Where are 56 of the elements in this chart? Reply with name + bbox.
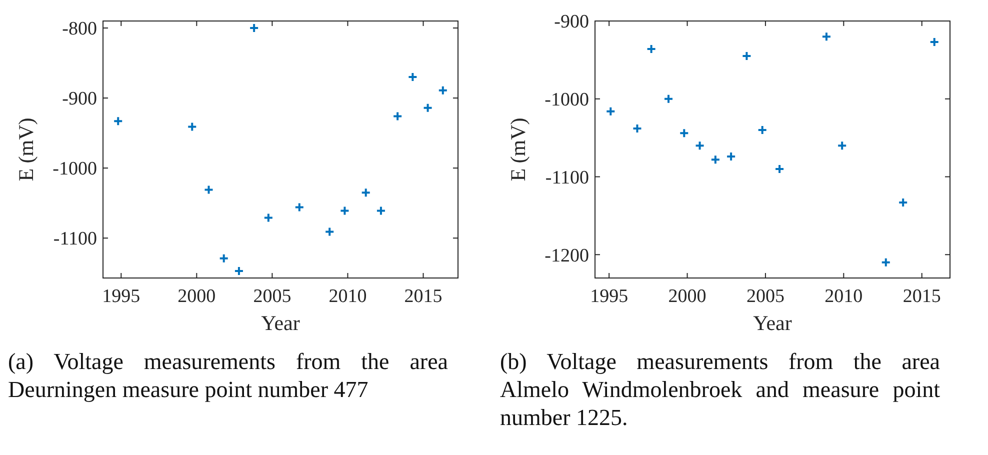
point	[263, 212, 274, 223]
x-tick-label: 2005	[746, 286, 784, 307]
x-tick-label: 2015	[902, 286, 941, 307]
point	[929, 37, 940, 48]
y-tick-label: -1000	[544, 90, 589, 111]
y-tick-label: -900	[62, 88, 97, 110]
point	[438, 85, 448, 96]
point	[187, 122, 198, 132]
x-tick-label: 2015	[404, 286, 442, 307]
y-tick-label: -1100	[53, 228, 97, 250]
text: (b) Voltage measurements from the area Almelo Windmolenbroek and measure point number 1225.	[500, 348, 940, 432]
y-tick-label: -900	[554, 12, 589, 33]
x-tick-label: 1995	[590, 286, 628, 307]
point	[880, 257, 891, 268]
point	[757, 125, 768, 136]
x-axis-title: Year	[261, 311, 300, 335]
point	[376, 206, 386, 216]
x-tick-label: 2000	[178, 286, 216, 307]
point	[113, 116, 124, 126]
point	[392, 111, 403, 122]
y-axis-title: E (mV)	[14, 118, 38, 182]
point	[294, 202, 304, 212]
point	[679, 128, 690, 138]
point	[340, 206, 350, 216]
point	[249, 23, 260, 34]
point	[360, 188, 371, 198]
point	[898, 197, 908, 208]
point	[646, 44, 656, 54]
point	[837, 140, 848, 151]
point	[408, 72, 418, 82]
point	[324, 226, 335, 237]
point	[422, 102, 433, 113]
point	[632, 123, 642, 134]
point	[726, 152, 736, 162]
x-tick-label: 2005	[253, 286, 292, 307]
y-tick-label: -800	[62, 18, 97, 40]
point	[606, 106, 616, 116]
x-axis-title: Year	[753, 311, 792, 335]
y-tick-label: -1200	[544, 245, 589, 266]
point	[664, 94, 674, 104]
y-tick-label: -1100	[545, 167, 589, 188]
text: (a) Voltage measurements from the area Deurningen measure point number 477	[8, 348, 448, 404]
point	[234, 266, 244, 276]
x-tick-label: 1995	[102, 286, 140, 307]
y-axis-title: E (mV)	[506, 118, 530, 182]
x-tick-label: 2010	[328, 286, 367, 307]
point	[774, 164, 785, 174]
x-tick-label: 2010	[824, 286, 863, 307]
point	[710, 154, 720, 165]
point	[694, 140, 705, 151]
point	[742, 51, 752, 62]
point	[218, 253, 229, 264]
y-tick-label: -1000	[52, 158, 97, 180]
point	[204, 184, 214, 195]
point	[821, 32, 832, 42]
x-tick-label: 2000	[668, 286, 706, 307]
